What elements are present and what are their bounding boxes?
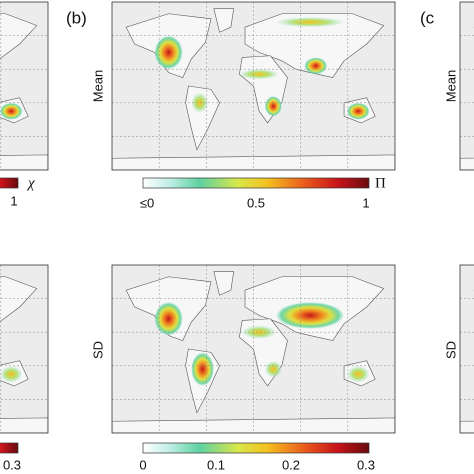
map-frame: [0, 1, 49, 171]
land: [213, 8, 235, 33]
land: [244, 13, 385, 78]
hotspot: [191, 352, 214, 386]
map-frame: [111, 264, 396, 434]
hotspot: [154, 301, 183, 336]
ocean: [460, 265, 474, 433]
hotspot: [276, 301, 345, 329]
colorbar: [0, 177, 19, 189]
panel-label: (b): [66, 8, 87, 27]
hotspot: [191, 92, 209, 113]
y-label: Mean: [443, 70, 458, 103]
hotspot: [264, 96, 282, 117]
land: [0, 154, 48, 170]
land: [0, 276, 38, 322]
colorbar: [142, 177, 370, 189]
panel-label: (c: [420, 8, 435, 27]
colorbar-tick: 0.2: [282, 457, 300, 472]
hotspot: [346, 365, 370, 383]
colorbar-tick: 0.5: [247, 195, 265, 210]
colorbar-tick: ≤0: [140, 195, 154, 210]
map: [112, 2, 395, 170]
map-frame: [459, 1, 474, 171]
land: [460, 420, 474, 433]
colorbar-tick: 0.1: [207, 457, 225, 472]
colorbar-symbol: χ: [26, 175, 35, 191]
y-label: Mean: [90, 70, 105, 103]
map-frame: [459, 264, 474, 434]
colorbar-tick: 0.3: [3, 457, 21, 472]
map: [460, 265, 474, 433]
hotspot: [276, 17, 345, 28]
map-frame: [0, 264, 49, 434]
land: [460, 157, 474, 170]
hotspot: [0, 102, 23, 120]
colorbar: [0, 442, 19, 454]
hotspot: [154, 35, 183, 70]
colorbar-tick: 1: [362, 195, 369, 210]
y-label: SD: [443, 341, 458, 359]
land: [0, 417, 48, 433]
hotspot: [346, 102, 370, 120]
colorbar-tick: 1: [10, 193, 17, 208]
colorbar-symbol: Π: [375, 175, 386, 191]
hotspot: [264, 360, 282, 378]
ocean: [460, 2, 474, 170]
map-frame: [111, 1, 396, 171]
colorbar-tick: 0.3: [357, 457, 375, 472]
hotspot: [304, 57, 328, 75]
y-label: SD: [90, 341, 105, 359]
hotspot: [0, 365, 23, 383]
colorbar-tick: 0: [139, 457, 146, 472]
land: [213, 271, 235, 296]
map: [0, 265, 48, 433]
land: [0, 13, 38, 59]
hotspot: [239, 69, 279, 80]
colorbar: [142, 442, 370, 454]
hotspot: [242, 325, 277, 339]
map: [460, 2, 474, 170]
map: [112, 265, 395, 433]
map: [0, 2, 48, 170]
